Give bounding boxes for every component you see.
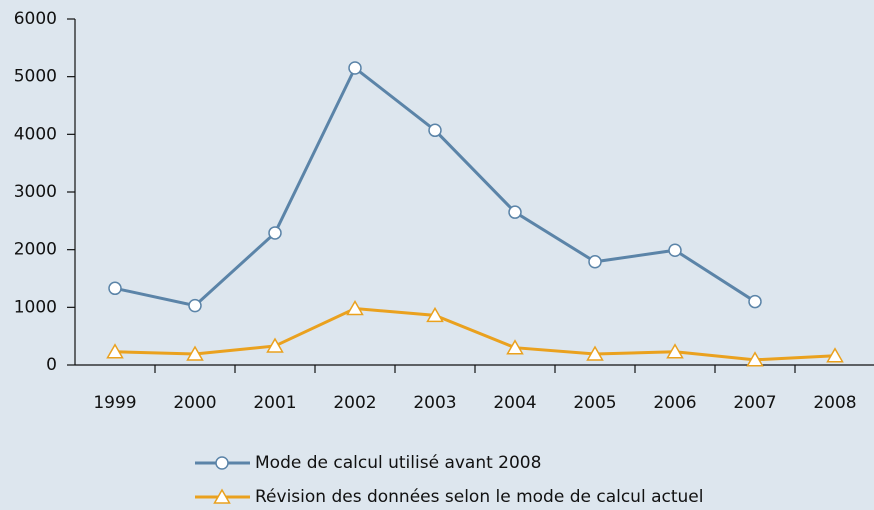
point [268,226,282,240]
point [346,299,364,316]
point [108,281,122,296]
y-tick-label: 6000 [14,9,57,29]
y-tick-label: 0 [46,355,57,375]
point [266,337,284,353]
point [508,205,522,219]
point [746,351,764,367]
x-tick-label: 2007 [733,393,776,413]
point [506,339,524,355]
legend-label: Révision des données selon le mode de ca… [255,487,703,507]
x-tick-label: 2002 [333,393,376,413]
legend-marker [215,456,229,470]
point [106,343,124,359]
y-tick-label: 2000 [14,240,57,260]
legend-label: Mode de calcul utilisé avant 2008 [255,453,541,473]
series-line [114,306,836,362]
point [348,61,362,75]
x-tick-label: 1999 [93,393,136,413]
legend-marker [213,488,231,504]
point [666,343,684,359]
x-tick-label: 2001 [253,393,296,413]
point [826,347,844,363]
x-tick-label: 2008 [813,393,856,413]
y-tick-label: 5000 [14,67,57,87]
point [588,255,602,269]
point [748,294,762,309]
x-tick-label: 2004 [493,393,536,413]
y-tick-label: 1000 [14,297,57,317]
point [426,306,444,323]
x-tick-label: 2006 [653,393,696,413]
x-tick-label: 2003 [413,393,456,413]
point [586,345,604,361]
y-tick-label: 4000 [14,124,57,144]
y-tick-label: 3000 [14,182,57,202]
point [186,345,204,361]
point [428,123,442,138]
series-line [114,65,756,308]
x-tick-label: 2000 [173,393,216,413]
point [668,243,682,257]
x-tick-label: 2005 [573,393,616,413]
point [188,298,202,313]
